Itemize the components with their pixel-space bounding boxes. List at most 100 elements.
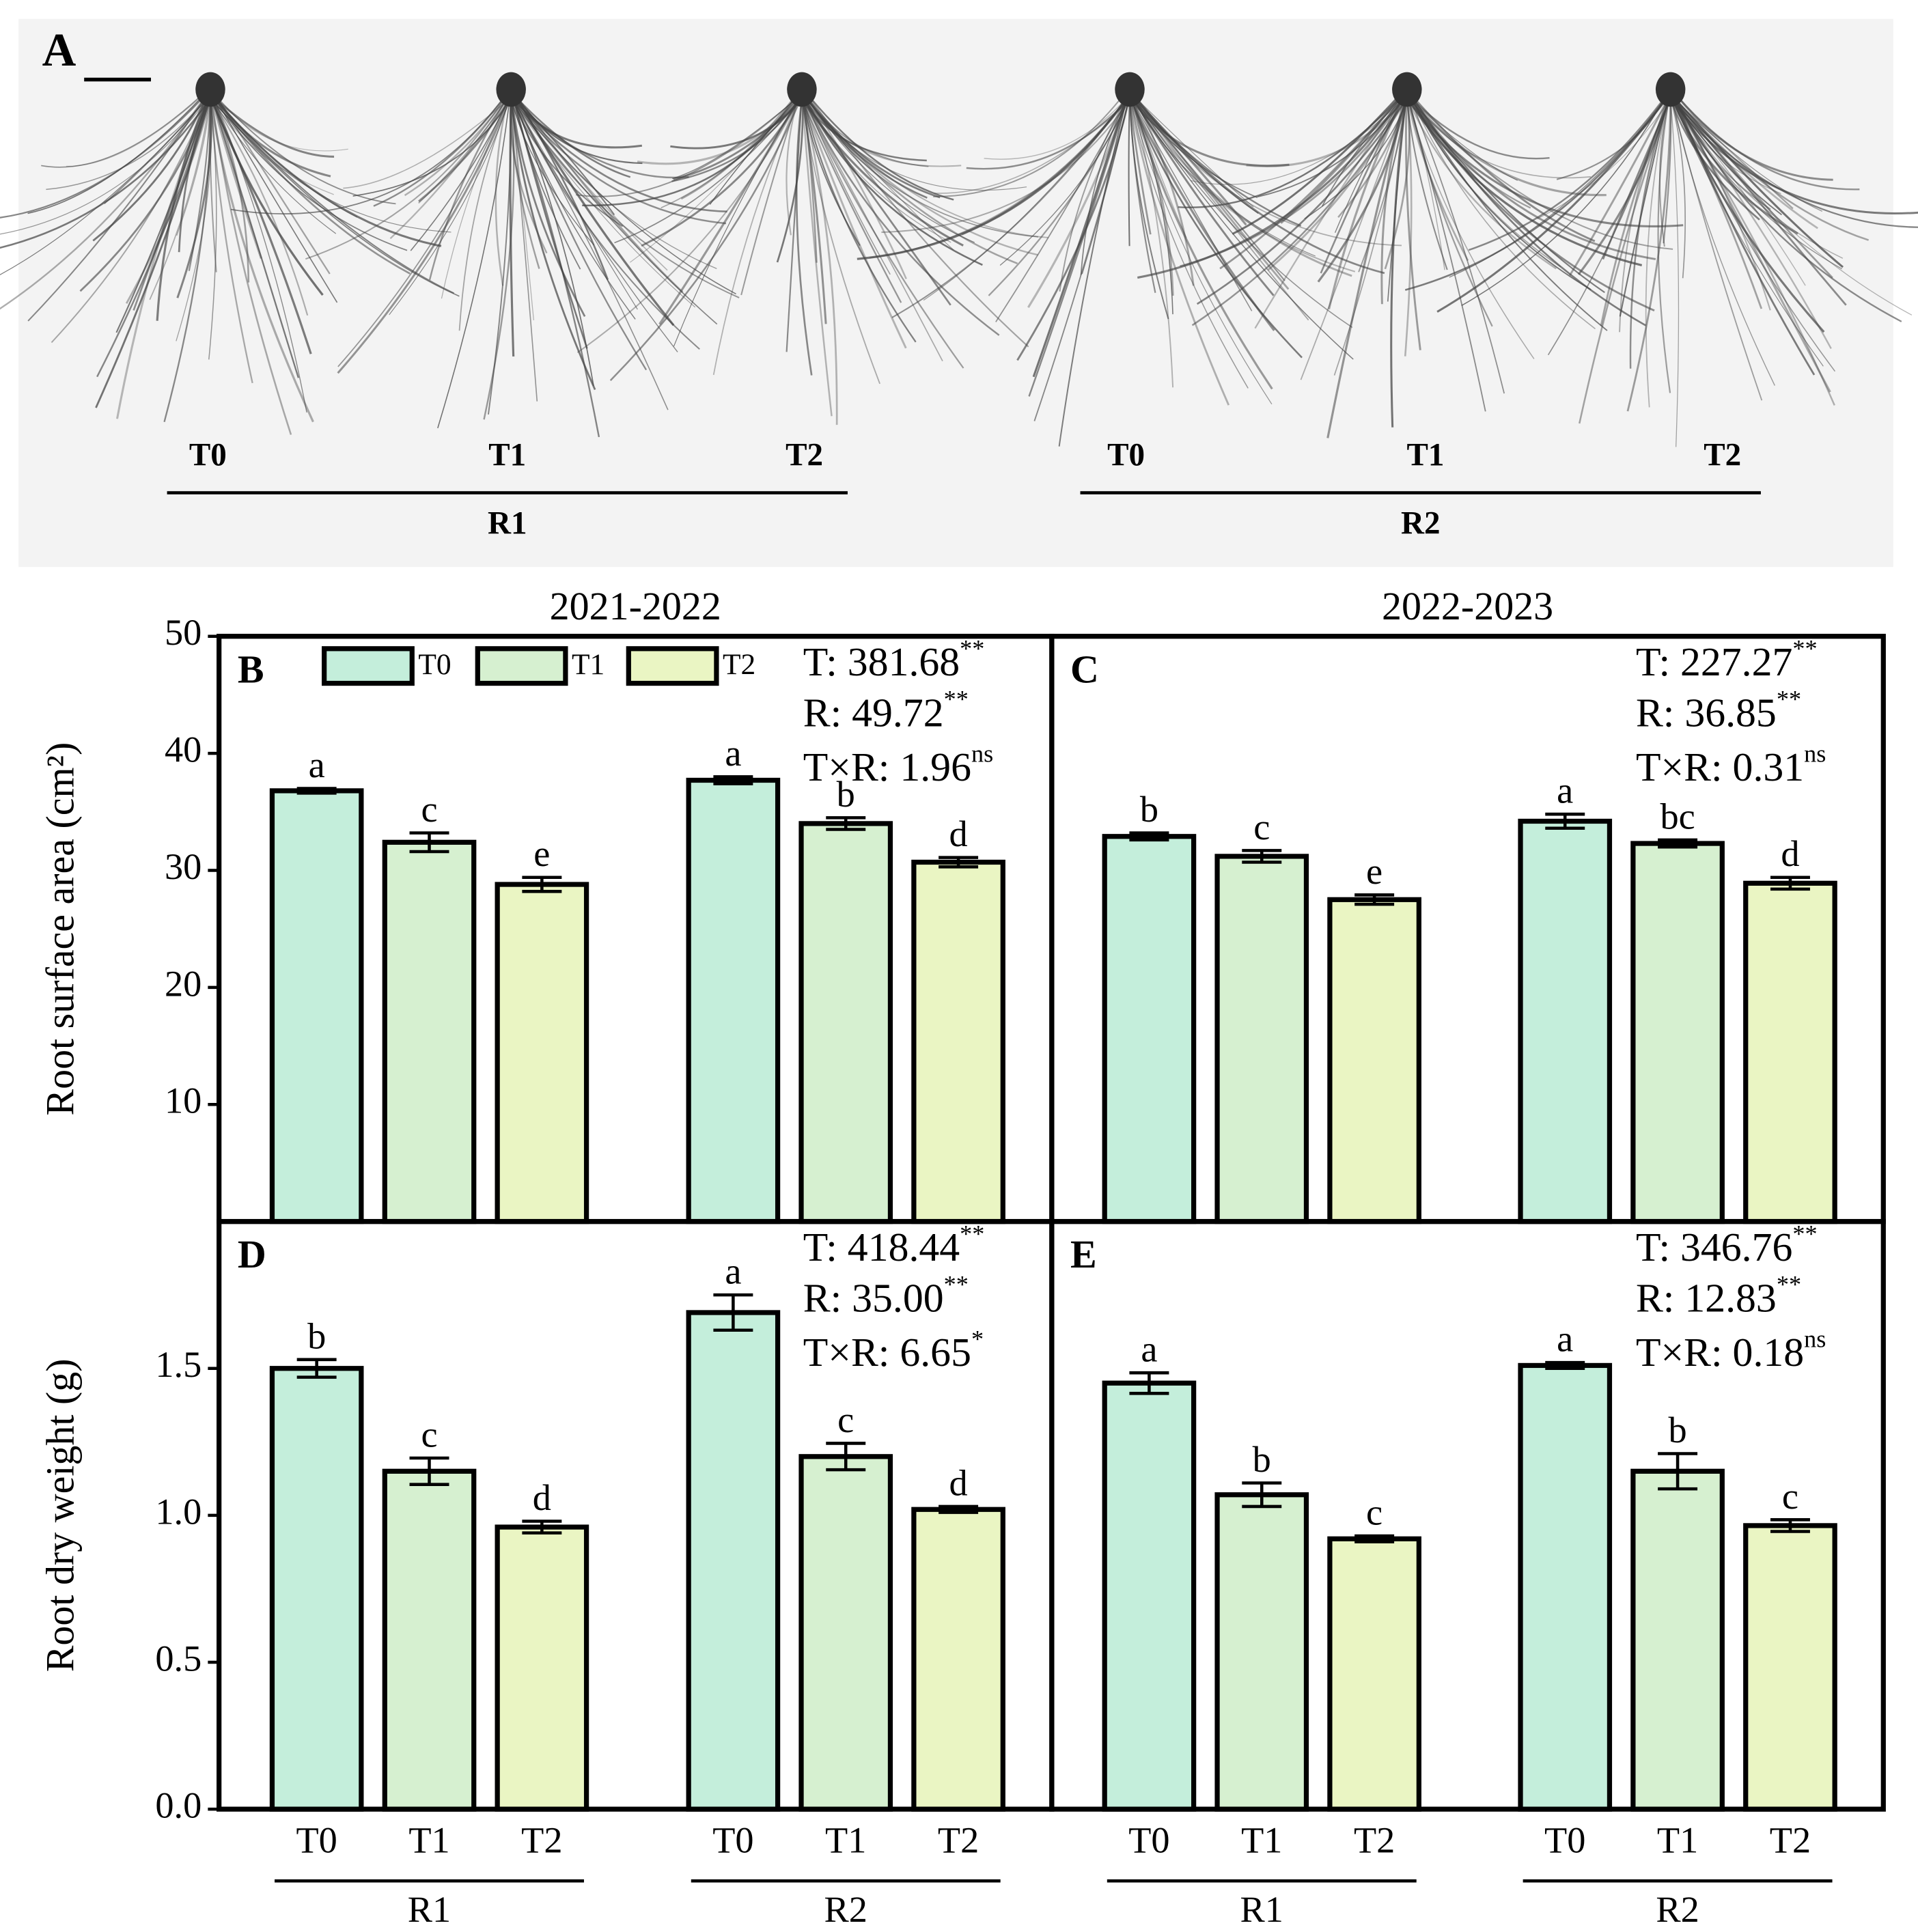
root bbox=[0, 98, 212, 249]
bar bbox=[1743, 880, 1837, 1224]
root bbox=[1670, 88, 1844, 259]
root bbox=[933, 86, 1130, 197]
bar bbox=[1327, 897, 1421, 1224]
significance-letter: a bbox=[1557, 770, 1573, 811]
stat-text: T: 381.68 bbox=[803, 639, 960, 684]
stat-line: T×R: 0.31ns bbox=[1636, 740, 1826, 789]
x-tick-label: T1 bbox=[1657, 1819, 1698, 1860]
root-crown bbox=[496, 72, 526, 107]
stat-line: R: 12.83** bbox=[1636, 1271, 1801, 1320]
root bbox=[95, 96, 212, 408]
root bbox=[1406, 94, 1655, 312]
y-tick-label: 1.5 bbox=[155, 1344, 201, 1385]
x-group-label: R2 bbox=[824, 1889, 867, 1930]
bar bbox=[1518, 1362, 1613, 1812]
stat-text: R: 35.00 bbox=[803, 1275, 944, 1320]
photo-label: T2 bbox=[786, 438, 823, 473]
bar bbox=[1102, 834, 1197, 1224]
significance-letter: e bbox=[1366, 851, 1382, 892]
significance-letter: a bbox=[309, 744, 325, 785]
root bbox=[1380, 96, 1408, 305]
root bbox=[1129, 89, 1174, 388]
root bbox=[510, 88, 581, 270]
root bbox=[1436, 93, 1671, 313]
stat-line: T: 346.76** bbox=[1636, 1220, 1818, 1270]
root-crown bbox=[195, 72, 225, 107]
root bbox=[210, 89, 307, 413]
root bbox=[995, 95, 1130, 322]
root bbox=[1059, 92, 1130, 292]
root bbox=[1326, 89, 1408, 438]
root bbox=[1406, 87, 1646, 326]
root bbox=[337, 95, 512, 374]
stat-superscript: ns bbox=[1804, 1326, 1826, 1353]
root bbox=[801, 92, 1000, 336]
root-crown bbox=[1655, 72, 1686, 107]
stat-superscript: ns bbox=[1804, 740, 1826, 768]
root bbox=[163, 96, 212, 423]
root bbox=[510, 89, 586, 318]
root bbox=[1669, 89, 1771, 210]
root bbox=[176, 94, 212, 298]
photo-label: T2 bbox=[1704, 438, 1741, 473]
root bbox=[210, 94, 408, 251]
stat-superscript: ** bbox=[1792, 635, 1817, 662]
legend-swatch bbox=[475, 646, 568, 686]
root bbox=[1669, 93, 1844, 268]
root bbox=[209, 94, 262, 260]
bar bbox=[686, 1310, 781, 1812]
root bbox=[510, 97, 596, 391]
root bbox=[483, 94, 515, 420]
root bbox=[1257, 94, 1408, 197]
root bbox=[776, 87, 804, 263]
significance-letter: c bbox=[421, 1414, 437, 1455]
y-tick-label: 40 bbox=[165, 729, 201, 770]
root bbox=[1406, 89, 1505, 394]
root bbox=[373, 89, 512, 207]
significance-letter: b bbox=[1253, 1439, 1271, 1480]
root bbox=[984, 94, 1130, 160]
root bbox=[1129, 89, 1402, 247]
root bbox=[1129, 89, 1353, 328]
bar bbox=[269, 788, 364, 1224]
root bbox=[1129, 96, 1169, 320]
root bbox=[1670, 94, 1824, 367]
x-group-label: R1 bbox=[1240, 1889, 1283, 1930]
root bbox=[1196, 98, 1408, 305]
x-group-label: R1 bbox=[408, 1889, 451, 1930]
root bbox=[1658, 95, 1671, 247]
x-tick-label: T0 bbox=[1128, 1819, 1169, 1860]
stat-line: T: 418.44** bbox=[803, 1220, 985, 1270]
root bbox=[1406, 90, 1531, 209]
significance-letter: a bbox=[1557, 1319, 1573, 1360]
stat-text: T: 418.44 bbox=[803, 1224, 960, 1270]
x-tick-label: T1 bbox=[1241, 1819, 1282, 1860]
root bbox=[510, 98, 736, 295]
root bbox=[1670, 95, 1823, 212]
root bbox=[1669, 91, 1836, 372]
root bbox=[891, 94, 1130, 318]
bar bbox=[1630, 1468, 1725, 1812]
significance-letter: c bbox=[837, 1399, 854, 1440]
root bbox=[210, 90, 348, 152]
stat-text: R: 36.85 bbox=[1636, 690, 1777, 735]
root bbox=[609, 95, 803, 381]
significance-letter: a bbox=[725, 733, 741, 774]
root bbox=[1669, 94, 1825, 333]
root bbox=[786, 94, 803, 352]
root bbox=[441, 94, 512, 299]
root bbox=[1300, 98, 1408, 380]
root bbox=[404, 91, 512, 197]
root bbox=[46, 93, 211, 191]
stat-line: T: 227.27** bbox=[1636, 635, 1818, 684]
root bbox=[658, 92, 803, 325]
stat-text: R: 49.72 bbox=[803, 690, 944, 735]
root bbox=[1669, 92, 1775, 386]
root bbox=[1129, 95, 1173, 315]
root bbox=[210, 87, 331, 275]
root bbox=[1406, 95, 1469, 262]
root bbox=[1669, 94, 1847, 306]
bar bbox=[686, 777, 781, 1224]
bar bbox=[1214, 1492, 1309, 1812]
root bbox=[1406, 94, 1607, 197]
